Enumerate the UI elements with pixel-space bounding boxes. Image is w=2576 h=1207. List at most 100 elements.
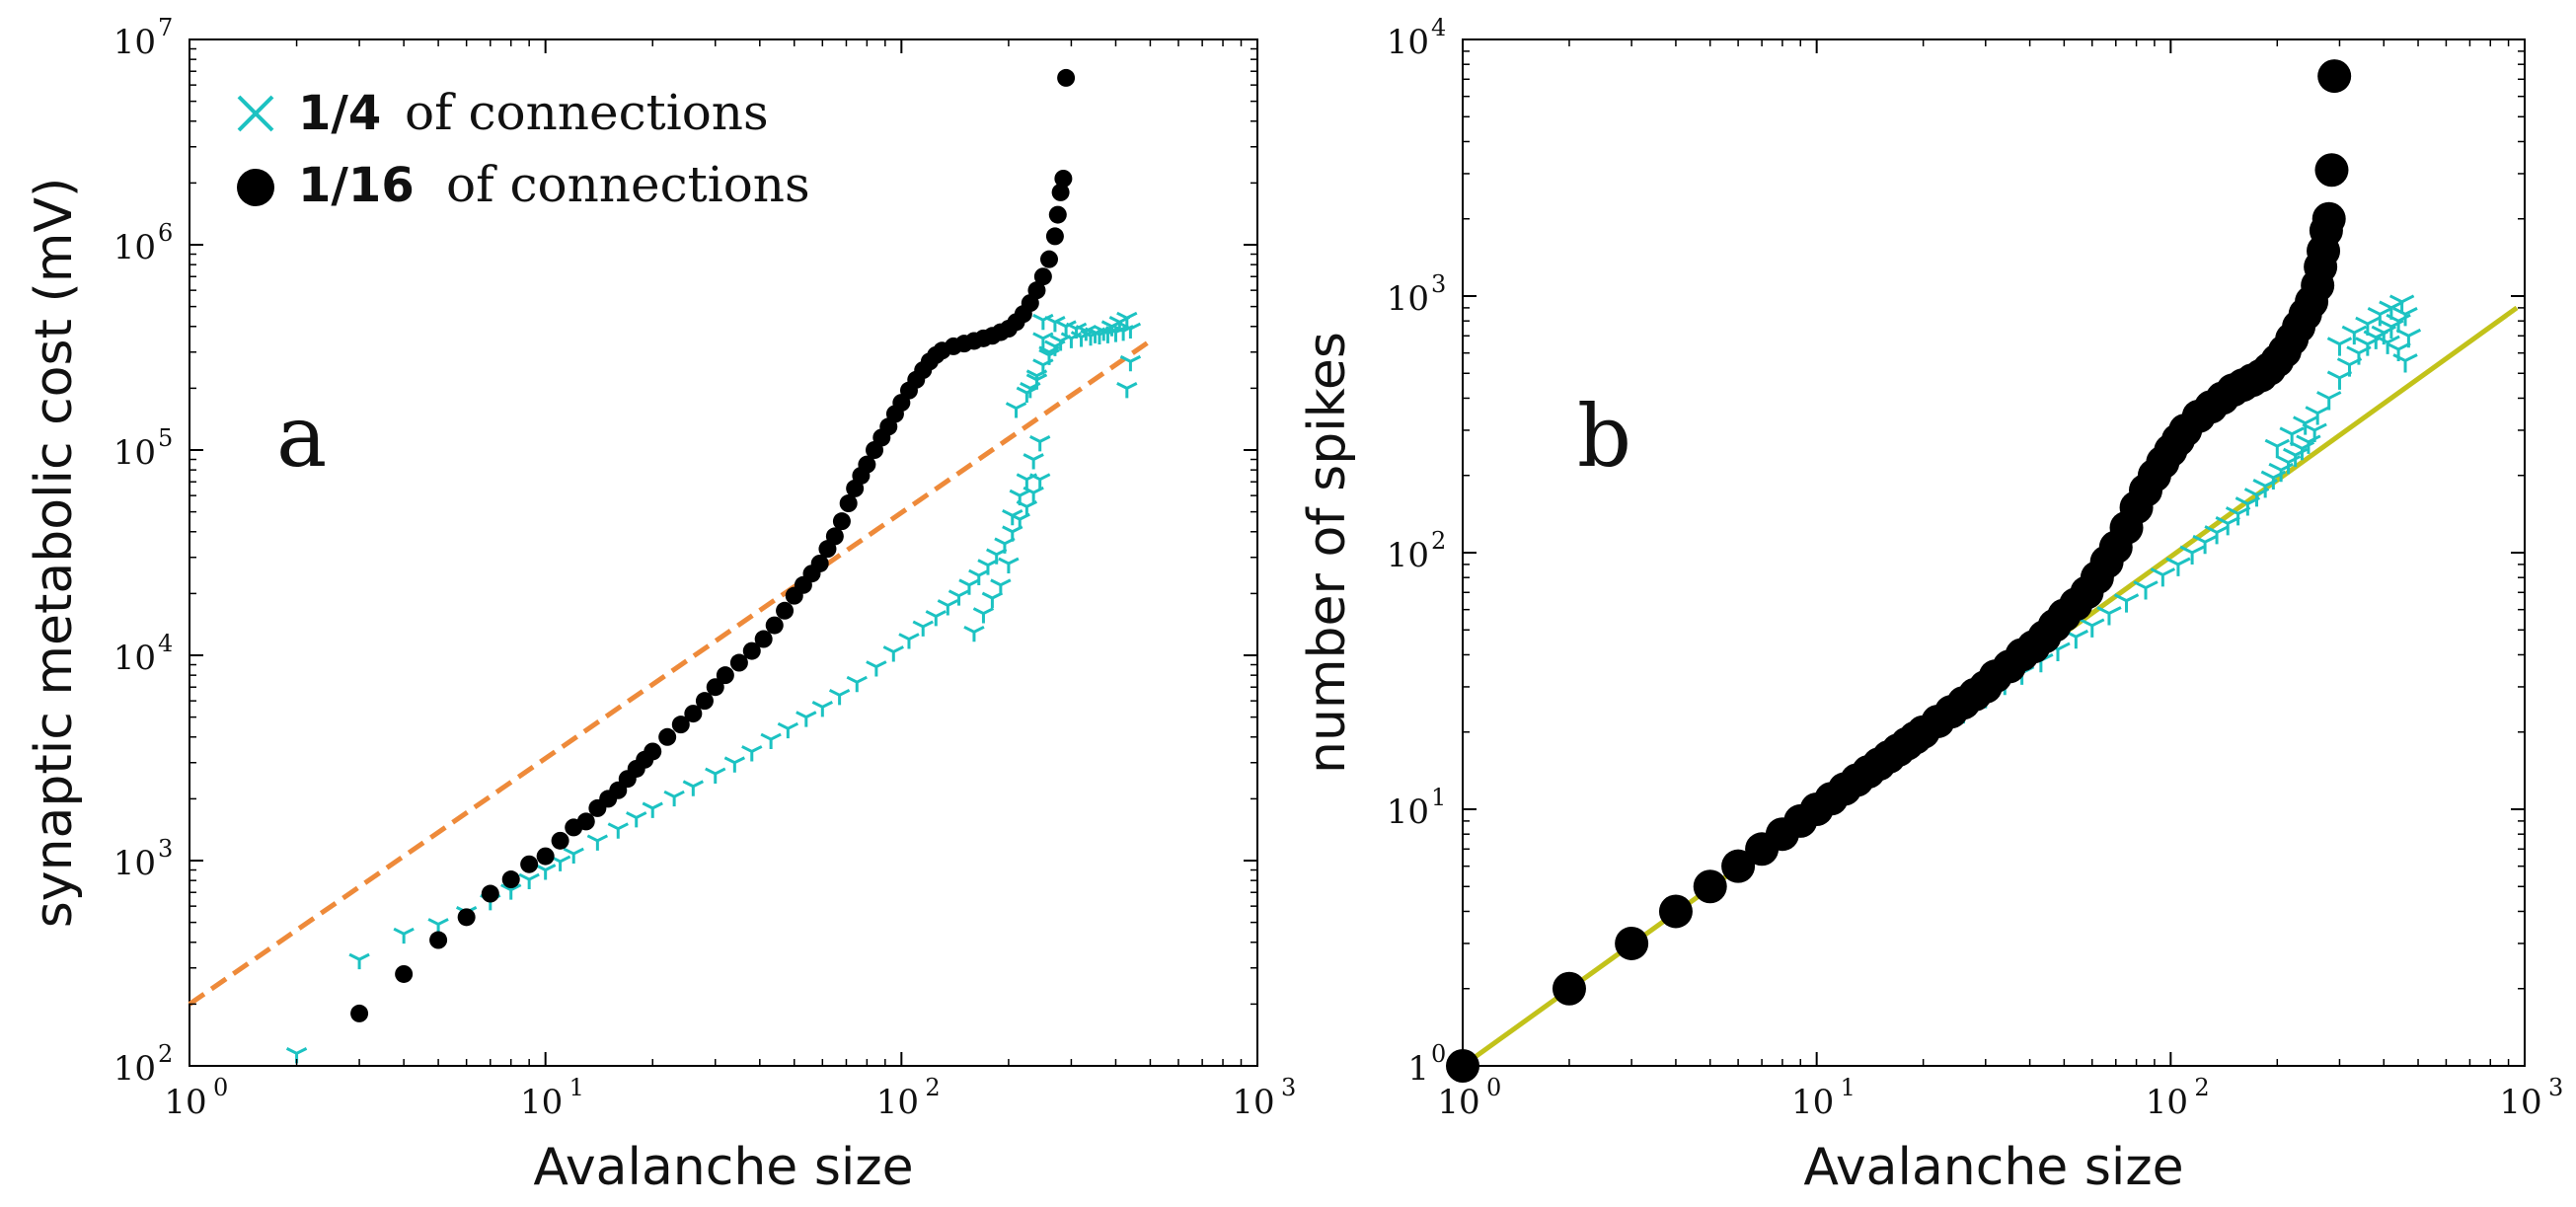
circle-data-point <box>1615 926 1649 960</box>
x-data-point <box>586 834 609 851</box>
panel-a-series-layer <box>285 68 1142 1064</box>
x-data-point <box>1075 325 1098 341</box>
x-data-point <box>1029 435 1051 452</box>
x-data-point <box>958 578 980 595</box>
circle-data-point <box>350 1004 369 1022</box>
x-data-point <box>705 767 726 784</box>
y-tick-exponent: 6 <box>158 219 173 247</box>
y-tick-label: 10 <box>114 1049 156 1089</box>
x-data-point <box>534 864 557 880</box>
x-data-point <box>518 872 540 890</box>
y-tick-exponent: 1 <box>1431 784 1446 811</box>
circle-data-point <box>1658 894 1693 929</box>
x-data-point <box>2279 426 2305 446</box>
x-data-point <box>1009 489 1030 506</box>
x-data-point <box>925 610 947 627</box>
x-data-point <box>1093 325 1114 341</box>
x-tick-exponent: 2 <box>2194 1074 2209 1101</box>
y-tick-exponent: 3 <box>1431 270 1446 298</box>
panel-b-series-layer <box>1446 59 2422 1083</box>
y-tick-label: 10 <box>114 228 156 267</box>
circle-data-point <box>1057 68 1076 87</box>
series-sixteenth-connections <box>1446 59 2352 1083</box>
circle-data-point <box>776 601 795 620</box>
y-tick-exponent: 5 <box>158 424 173 452</box>
circle-data-point <box>1045 227 1064 246</box>
x-data-point <box>2080 618 2105 638</box>
y-tick-exponent: 0 <box>1431 1040 1446 1068</box>
x-data-point <box>2386 341 2411 361</box>
x-data-point <box>1032 313 1054 331</box>
y-tick-label: 1 <box>1407 1049 1429 1089</box>
x-data-point <box>947 589 970 606</box>
x-data-point <box>1116 382 1138 399</box>
circle-data-point <box>1048 205 1067 224</box>
y-tick-label: 10 <box>1387 23 1429 62</box>
y-tick-label: 10 <box>1387 279 1429 319</box>
x-data-point <box>1005 402 1027 418</box>
x-data-point <box>2133 580 2159 600</box>
x-data-point <box>977 559 999 575</box>
circle-data-point <box>520 855 539 873</box>
x-tick-exponent: 1 <box>1841 1074 1856 1101</box>
circle-data-point <box>825 527 844 546</box>
x-data-point <box>963 625 985 642</box>
circle-data-point <box>551 831 569 850</box>
x-data-point <box>626 811 647 828</box>
x-data-point <box>811 701 833 717</box>
y-tick-label: 10 <box>1387 792 1429 832</box>
x-data-point <box>2165 557 2191 576</box>
x-data-point <box>1119 322 1142 339</box>
circle-data-point <box>1054 169 1073 188</box>
x-data-point <box>912 620 934 637</box>
x-data-point <box>348 952 370 970</box>
x-data-point <box>1032 332 1054 348</box>
legend-entry-quarter: 1/4 of connections <box>237 84 769 141</box>
x-data-point <box>968 568 990 586</box>
panel-a-x-ticks: 10 0 10 1 10 2 10 3 <box>164 39 1296 1122</box>
circle-data-point <box>2314 153 2349 188</box>
circle-data-point <box>754 630 773 648</box>
circle-data-point <box>481 884 499 903</box>
x-data-point <box>2305 406 2330 425</box>
x-tick-label: 10 <box>2499 1083 2541 1122</box>
circle-data-point <box>644 742 662 761</box>
x-data-point <box>2379 300 2404 320</box>
x-tick-exponent: 0 <box>1486 1074 1501 1101</box>
circle-data-point <box>695 692 714 711</box>
panel-a-x-axis-label: Avalanche size <box>533 1138 913 1197</box>
y-tick-exponent: 2 <box>158 1040 173 1068</box>
x-data-point <box>2341 325 2367 345</box>
circle-data-point <box>1027 281 1046 300</box>
x-data-point <box>972 607 995 624</box>
panel-b-x-axis-label: Avalanche size <box>1803 1138 2183 1197</box>
y-tick-label: 10 <box>114 433 156 473</box>
x-data-point <box>1038 345 1060 362</box>
dashed-fit-line <box>188 339 1152 1007</box>
panel-b-letter: b <box>1577 388 1631 487</box>
x-data-point <box>682 780 705 796</box>
circle-data-point <box>1033 267 1052 286</box>
y-tick-exponent: 7 <box>158 14 173 41</box>
x-data-point <box>828 688 851 706</box>
x-data-point <box>2150 567 2176 587</box>
legend-count-quarter: 1/4 <box>298 86 381 141</box>
circle-data-point <box>742 641 761 660</box>
x-data-point <box>2289 440 2315 461</box>
x-data-point <box>2326 337 2353 356</box>
series-sixteenth-connections <box>350 68 1076 1022</box>
x-data-point <box>2225 506 2251 526</box>
x-data-point <box>986 548 1008 565</box>
legend-text-sixteenth: of connections <box>446 156 810 213</box>
panel-b-y-axis-label: number of spikes <box>1298 332 1357 774</box>
x-data-point <box>2326 370 2353 390</box>
circle-data-point <box>457 908 476 927</box>
panel-a-fit-layer <box>188 339 1152 1007</box>
x-data-point <box>866 660 887 677</box>
x-data-point <box>1016 386 1038 404</box>
circle-data-point <box>1051 183 1070 201</box>
legend-circle-marker-icon <box>237 169 274 206</box>
